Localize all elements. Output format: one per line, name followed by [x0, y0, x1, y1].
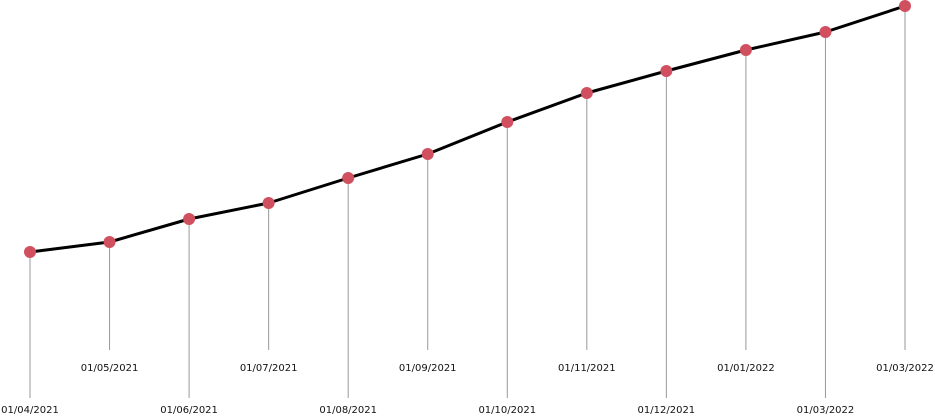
x-tick-label: 01/10/2021: [478, 405, 536, 416]
x-tick-label: 01/04/2021: [1, 405, 59, 416]
point: [819, 26, 832, 38]
x-tick-label: 01/07/2021: [240, 363, 298, 374]
point: [342, 172, 355, 184]
point: [580, 87, 593, 99]
point: [183, 213, 196, 225]
x-tick-label: 01/08/2021: [319, 405, 377, 416]
point: [660, 65, 673, 77]
x-tick-label: 01/11/2021: [558, 363, 616, 374]
point: [103, 236, 116, 248]
point: [899, 0, 911, 12]
line: [29, 4, 906, 254]
x-tick-label: 01/03/2022: [876, 363, 934, 374]
x-tick-label: 01/01/2022: [717, 363, 775, 374]
point: [421, 148, 434, 160]
x-tick-label: 01/12/2021: [638, 405, 696, 416]
x-tick-label: 01/05/2021: [81, 363, 139, 374]
point: [501, 116, 514, 128]
point: [739, 44, 752, 56]
point: [262, 197, 275, 209]
x-tick-label: 01/06/2021: [160, 405, 218, 416]
x-tick-label: 01/09/2021: [399, 363, 457, 374]
x-tick-label: 01/03/2022: [797, 405, 855, 416]
point: [24, 246, 36, 258]
